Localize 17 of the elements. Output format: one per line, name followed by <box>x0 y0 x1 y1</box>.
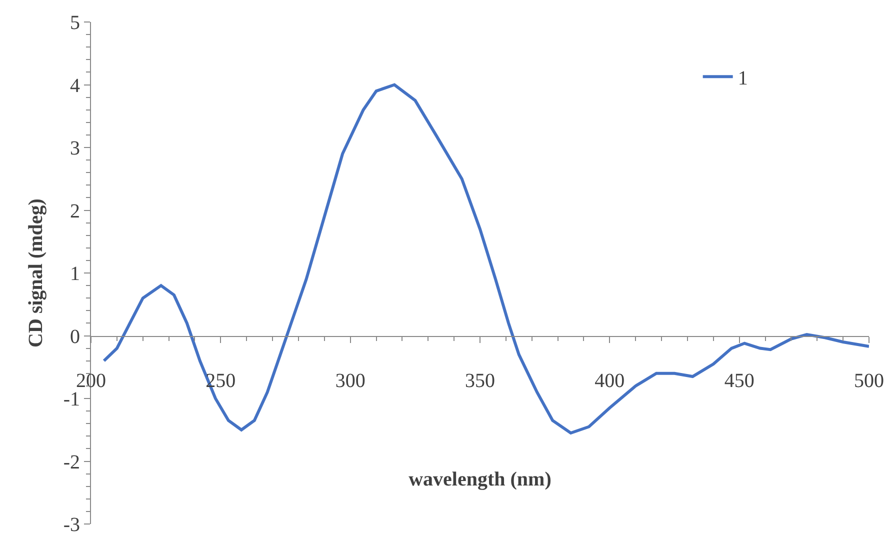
y-tick-label: -2 <box>63 451 80 474</box>
y-tick-label: 5 <box>70 12 80 34</box>
x-tick-label: 450 <box>724 370 754 392</box>
y-tick-label: 4 <box>70 74 80 97</box>
y-tick-label: 2 <box>70 200 80 222</box>
y-tick-label: 0 <box>70 326 80 348</box>
y-tick-label: 3 <box>70 138 80 160</box>
y-axis-title: CD signal (mdeg) <box>24 198 47 348</box>
x-tick-label: 500 <box>854 370 884 392</box>
x-tick-label: 400 <box>594 370 625 392</box>
x-tick-label: 300 <box>335 370 366 392</box>
x-tick-label: 350 <box>465 370 495 392</box>
y-tick-label: 1 <box>70 263 80 285</box>
y-tick-label: -1 <box>63 388 80 410</box>
y-tick-label: -3 <box>63 514 80 536</box>
legend-label: 1 <box>738 67 748 90</box>
x-axis-title: wavelength (nm) <box>408 468 552 490</box>
